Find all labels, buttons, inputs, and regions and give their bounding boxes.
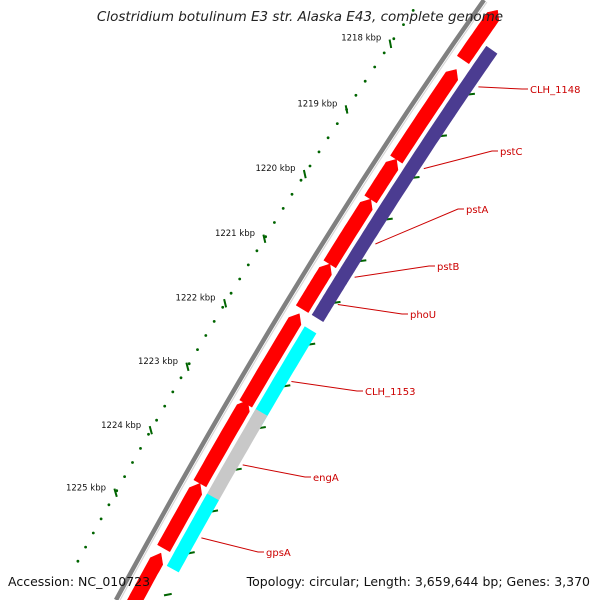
ruler-minor-tick	[147, 432, 150, 436]
cds-arrow	[364, 159, 399, 204]
ruler-tick-label: 1218 kbp	[341, 34, 381, 44]
ruler-minor-tick	[246, 263, 250, 267]
gene-label-pstA: pstA	[466, 205, 488, 216]
ruler-minor-tick	[212, 320, 216, 323]
ruler-minor-tick	[363, 79, 367, 83]
gene-label-leader	[375, 208, 464, 245]
ruler-minor-tick	[402, 23, 405, 26]
ruler-minor-tick	[179, 376, 183, 380]
ruler-minor-tick	[204, 334, 208, 337]
accession-text: Accession: NC_010723	[8, 574, 151, 589]
ruler-minor-tick	[290, 192, 294, 196]
cds-arrow	[390, 69, 458, 164]
cds-arrow	[296, 263, 332, 313]
map-title: Clostridium botulinum E3 str. Alaska E43…	[96, 9, 504, 25]
gene-label-CLH_1153: CLH_1153	[365, 387, 416, 398]
inner-strand-features-group	[166, 46, 498, 573]
cds-arrow	[193, 400, 250, 488]
ruler-minor-tick	[373, 65, 377, 69]
ruler-major-tick	[344, 105, 349, 114]
gene-label-leader	[201, 537, 264, 553]
ruler-minor-tick	[131, 461, 134, 464]
gene-label-leader	[354, 265, 435, 278]
gene-label-CLH_1148: CLH_1148	[530, 85, 581, 96]
ruler-major-tick	[223, 298, 228, 308]
ruler-minor-tick	[335, 122, 339, 125]
gene-label-phoU: phoU	[410, 310, 436, 321]
ruler-major-tick	[113, 488, 118, 498]
gene-label-leader	[423, 150, 498, 170]
ruler-minor-tick	[123, 475, 126, 478]
ruler-minor-tick	[392, 37, 396, 41]
cds-arrow	[457, 10, 500, 64]
gene-label-pstB: pstB	[437, 262, 459, 273]
ruler-major-tick	[302, 169, 307, 179]
gene-labels-group: CLH_1148 pstC pstA pstB phoU CLH_1153 engA gpsA	[201, 85, 581, 559]
ruler-major-tick	[262, 234, 267, 244]
ruler-minor-tick	[221, 305, 225, 309]
gene-block-gpsA	[166, 493, 219, 573]
genome-backbone-group	[114, 0, 488, 600]
ruler-minor-tick	[84, 545, 87, 549]
ruler-minor-tick	[229, 291, 233, 295]
outer-strand-features-group	[127, 10, 500, 600]
gene-label-gpsA: gpsA	[266, 548, 291, 559]
ruler-minor-tick	[76, 559, 80, 563]
genome-backbone	[114, 0, 486, 600]
ruler-minor-tick	[91, 531, 95, 535]
ruler-minor-tick	[99, 517, 103, 521]
gene-label-leader	[478, 86, 528, 90]
ruler-minor-tick	[281, 207, 285, 210]
ruler-minor-tick	[273, 221, 276, 224]
ruler-major-tick	[388, 39, 393, 49]
ruler-minor-tick	[155, 418, 159, 422]
ruler-tick-label: 1225 kbp	[66, 483, 106, 493]
ruler-major-tick	[148, 425, 153, 435]
ruler-tick-label: 1222 kbp	[176, 294, 216, 304]
cds-arrow	[323, 198, 373, 268]
ruler-minor-tick	[187, 362, 191, 366]
ruler-major-tick	[185, 362, 190, 372]
gene-block-phoU	[311, 276, 347, 322]
ruler-tick-label: 1223 kbp	[138, 357, 178, 367]
ruler-tick-label: 1219 kbp	[297, 99, 337, 109]
ruler-minor-tick	[354, 93, 358, 97]
ruler-minor-tick	[308, 164, 312, 168]
cds-arrow	[127, 552, 163, 600]
gene-label-leader	[337, 304, 408, 315]
ruler-minor-tick	[196, 348, 199, 351]
ruler-minor-tick	[326, 136, 330, 140]
gene-label-leader	[242, 464, 311, 478]
ruler-minor-tick	[171, 390, 175, 394]
ruler-tick-label: 1224 kbp	[101, 421, 141, 431]
cds-arrow	[239, 313, 302, 408]
gene-label-engA: engA	[313, 473, 339, 484]
ruler-minor-tick	[107, 503, 111, 507]
ruler-minor-tick	[299, 178, 303, 182]
genome-summary-text: Topology: circular; Length: 3,659,644 bp…	[246, 574, 590, 589]
ruler-tick-label: 1221 kbp	[215, 229, 255, 239]
ruler-minor-tick	[317, 150, 321, 154]
inner-track-tick	[163, 592, 172, 597]
ruler-minor-tick	[238, 277, 242, 281]
ruler-minor-tick	[382, 51, 386, 55]
gene-label-leader	[291, 381, 363, 392]
gene-label-pstC: pstC	[500, 147, 522, 158]
ruler-minor-tick	[163, 404, 167, 408]
ruler-minor-tick	[139, 447, 142, 450]
ruler-minor-tick	[255, 249, 259, 253]
ruler-minor-tick	[411, 9, 415, 12]
genome-backbone-edge	[119, 1, 488, 600]
cds-arrow	[157, 483, 202, 552]
ruler-tick-label: 1220 kbp	[255, 164, 295, 174]
